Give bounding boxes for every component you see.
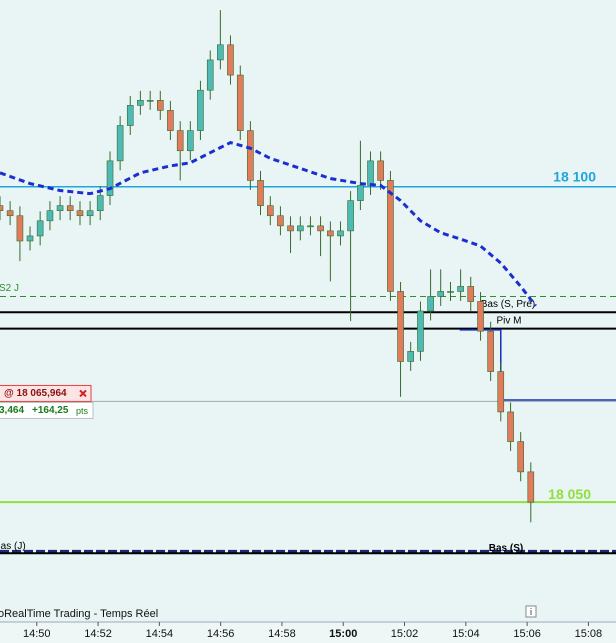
candle-body xyxy=(66,205,74,211)
candle-body xyxy=(427,296,434,312)
order-price: @ 18 065,964 xyxy=(4,388,67,399)
footer-text: oRealTime Trading - Temps Réel xyxy=(0,608,158,620)
close-icon xyxy=(79,389,87,398)
x-tick-label: 14:56 xyxy=(207,628,235,640)
candle-body xyxy=(297,225,304,232)
x-tick-label: 14:58 xyxy=(268,628,296,640)
candle-body xyxy=(217,44,224,61)
candle-body xyxy=(187,130,194,152)
level-label: Bas (S, Pré) xyxy=(481,299,535,310)
level-label: 18 100 xyxy=(553,168,596,184)
candle-body xyxy=(347,200,354,232)
candle-body xyxy=(0,205,4,211)
candle-body xyxy=(357,185,364,201)
candle-body xyxy=(497,371,505,413)
candle-body xyxy=(287,225,294,232)
candle-body xyxy=(96,195,104,211)
order-pnl-box xyxy=(0,401,94,419)
x-tick-label: 15:04 xyxy=(452,628,480,640)
moving-average xyxy=(0,140,537,307)
plot-background xyxy=(0,0,616,622)
candle-body xyxy=(307,225,314,228)
level-label: Bas (S) xyxy=(489,543,523,554)
x-tick-label: 15:06 xyxy=(513,628,541,640)
candle-body xyxy=(377,160,384,181)
candle-body xyxy=(86,210,94,217)
order-box[interactable]: @ 18 065,964 3,464 +164,25 pts xyxy=(0,384,94,419)
candle-body xyxy=(487,330,494,372)
candle-body xyxy=(477,301,484,332)
candle-body xyxy=(457,286,464,292)
x-tick-label: 15:02 xyxy=(391,628,419,640)
x-tick-label: 14:50 xyxy=(23,628,51,640)
candle-body xyxy=(327,230,334,237)
candle-body xyxy=(26,235,34,242)
candle-body xyxy=(206,59,214,91)
candle-body xyxy=(227,44,234,76)
order-price-box xyxy=(0,384,92,402)
candle-body xyxy=(56,205,64,211)
candle-body xyxy=(277,215,284,227)
candle-body xyxy=(6,210,14,217)
candle-body xyxy=(387,180,394,292)
candle-body xyxy=(236,74,244,131)
candle-body xyxy=(126,105,134,126)
axis-background xyxy=(0,622,616,643)
candle-body xyxy=(116,125,124,162)
order-qty: 3,464 xyxy=(0,405,24,416)
candle-body xyxy=(137,100,144,106)
candle-body xyxy=(106,160,114,196)
candle-body xyxy=(337,230,344,237)
order-pnl: +164,25 xyxy=(32,405,69,416)
candle-body xyxy=(317,225,324,232)
candle-body xyxy=(447,291,454,293)
candle-body xyxy=(36,220,44,237)
x-tick-label: 15:08 xyxy=(575,628,603,640)
candle-body xyxy=(527,471,535,503)
candle-body xyxy=(247,130,254,181)
candle-body xyxy=(146,100,154,102)
x-tick-label: 14:54 xyxy=(146,628,174,640)
candle-body xyxy=(517,441,524,473)
order-unit: pts xyxy=(76,406,89,416)
candle-body xyxy=(507,411,514,442)
candle-body xyxy=(397,291,404,362)
level-label: S2 J xyxy=(0,283,19,294)
x-tick-label: 14:52 xyxy=(84,628,112,640)
level-label: 18 050 xyxy=(548,486,591,502)
level-label: Bas (J) xyxy=(0,541,26,552)
candle-body xyxy=(367,160,374,186)
candle-body xyxy=(417,310,424,352)
candle-body xyxy=(257,180,264,206)
info-icon[interactable] xyxy=(525,605,537,618)
candle-body xyxy=(267,205,274,217)
layer: 18 100 S2 J Bas (S, Pré) Piv M 18 050 Bas (J)… xyxy=(0,10,616,640)
candle-body xyxy=(176,130,184,152)
candle-body xyxy=(467,286,475,302)
candle-body xyxy=(16,215,24,242)
x-tick-label: 15:00 xyxy=(329,628,357,640)
candle-body xyxy=(46,210,54,222)
candle-body xyxy=(156,100,164,111)
candle-body xyxy=(407,351,414,362)
candle-body xyxy=(437,291,445,297)
level-label: Piv M xyxy=(497,315,522,326)
candle-body xyxy=(197,89,204,131)
candle-body xyxy=(76,210,84,217)
candle-body xyxy=(167,110,174,131)
